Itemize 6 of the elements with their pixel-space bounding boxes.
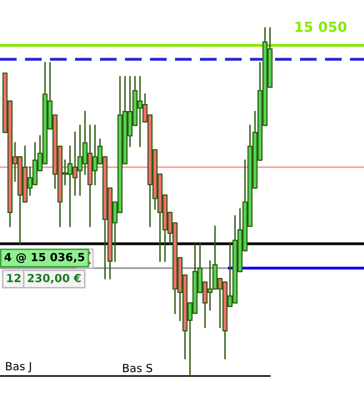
annotation: 230,00 € [28,274,81,284]
annotation: 12 [7,274,20,282]
text: 15 050 [296,22,346,32]
ref-line-label: Bas J [6,362,31,372]
annotation: 4 @ 15 036,5 [4,252,84,263]
annotation: Bas S [123,364,152,372]
